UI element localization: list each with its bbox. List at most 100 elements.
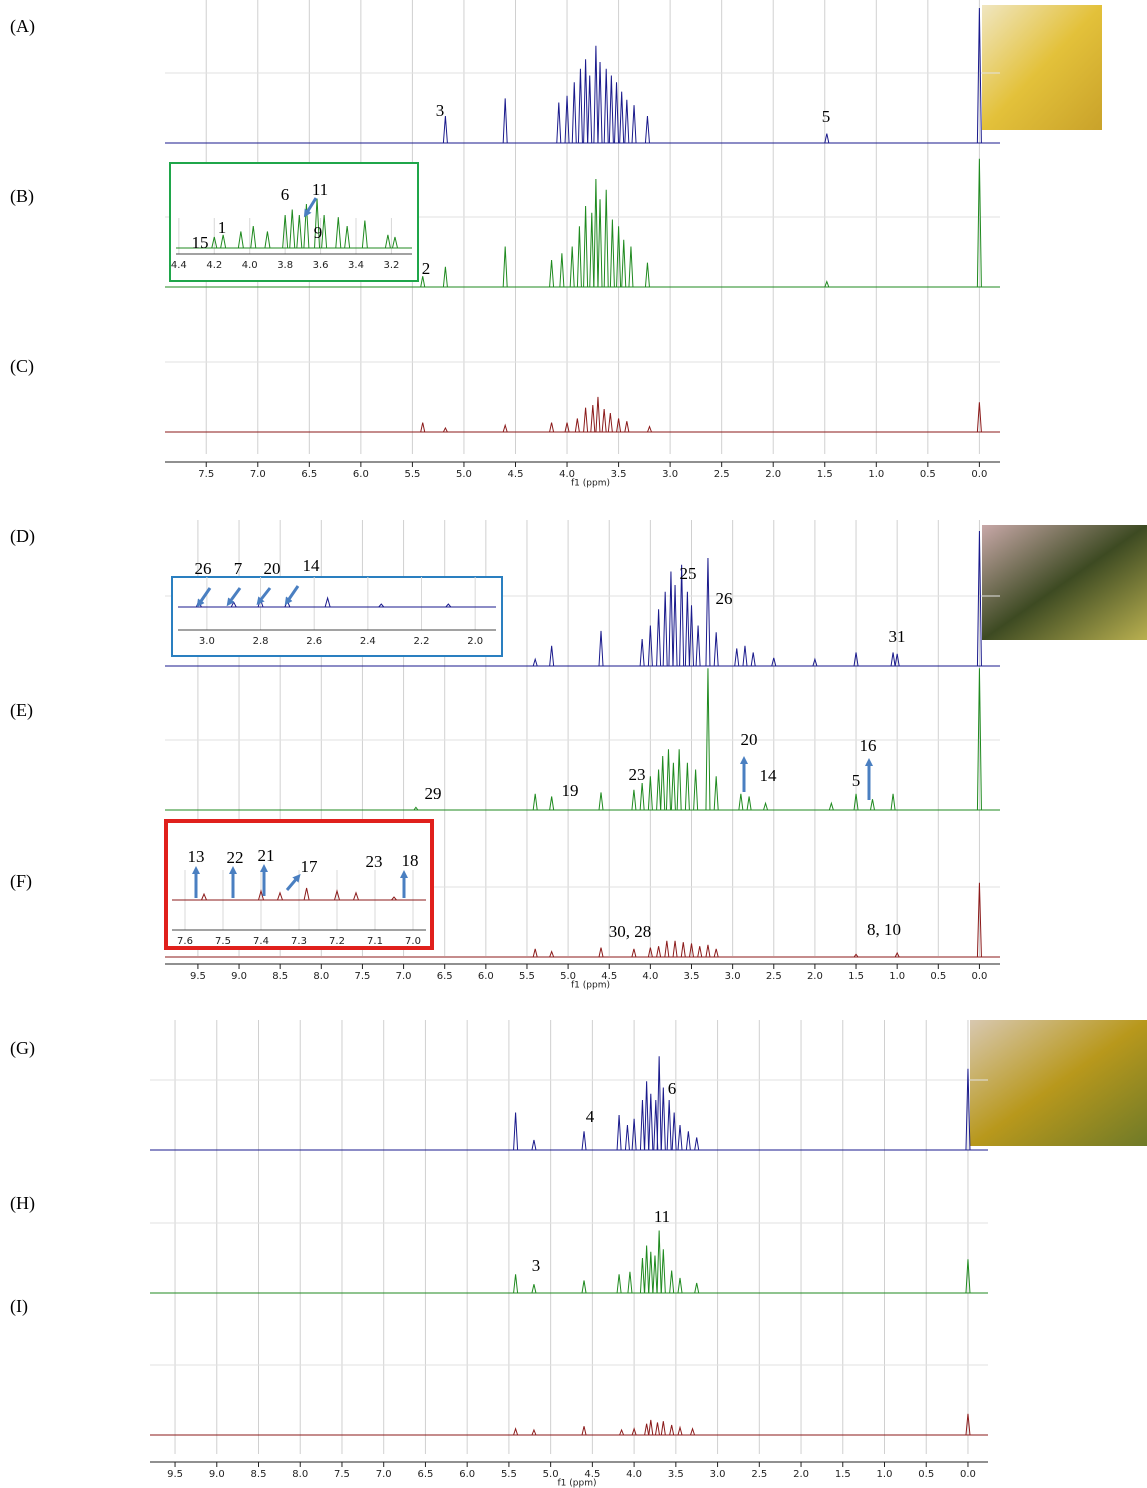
peak xyxy=(657,1056,661,1150)
peak xyxy=(657,1231,661,1294)
panel-label: (E) xyxy=(10,700,33,721)
peak xyxy=(747,797,751,811)
peak xyxy=(667,1100,671,1150)
inset-annotation: 13 xyxy=(188,847,205,866)
peak xyxy=(632,790,636,810)
inset-annotation: 14 xyxy=(303,556,321,575)
peak xyxy=(629,247,633,288)
inset-tick-label: 7.3 xyxy=(291,936,307,947)
x-tick-label: 0.0 xyxy=(971,469,987,480)
peak xyxy=(645,1081,649,1150)
peak xyxy=(825,282,829,287)
x-axis-label: f1 (ppm) xyxy=(571,981,610,991)
x-tick-label: 2.5 xyxy=(714,469,730,480)
peak-annotation: 6 xyxy=(668,1079,677,1098)
panel-label: (I) xyxy=(10,1296,28,1317)
peak xyxy=(686,1131,690,1150)
x-tick-label: 6.0 xyxy=(478,971,494,982)
x-tick-label: 4.5 xyxy=(508,469,524,480)
peak xyxy=(602,409,606,432)
peak xyxy=(622,240,626,287)
peak xyxy=(655,1423,659,1436)
x-tick-label: 1.0 xyxy=(889,971,905,982)
x-tick-label: 5.0 xyxy=(456,469,472,480)
peak xyxy=(620,1430,624,1435)
x-tick-label: 7.0 xyxy=(376,1469,392,1480)
panel-label: (D) xyxy=(10,526,35,547)
peak xyxy=(666,749,670,810)
peak xyxy=(714,949,718,957)
peak xyxy=(550,646,554,666)
peak xyxy=(604,69,608,143)
peak-annotation: 16 xyxy=(860,736,877,755)
x-tick-label: 7.0 xyxy=(250,469,266,480)
inset-tick-label: 7.0 xyxy=(405,936,421,947)
x-tick-label: 3.5 xyxy=(611,469,627,480)
peak xyxy=(661,756,665,810)
peak xyxy=(661,1421,665,1435)
panel-label: (F) xyxy=(10,871,32,892)
peak xyxy=(735,648,739,666)
sample-photo xyxy=(970,1020,1147,1146)
peak xyxy=(514,1274,518,1293)
peak-annotation: 20 xyxy=(741,730,758,749)
x-tick-label: 9.5 xyxy=(190,971,206,982)
inset-annotation: 26 xyxy=(195,559,212,578)
inset-tick-label: 3.2 xyxy=(383,260,399,271)
x-tick-label: 7.5 xyxy=(334,1469,350,1480)
peak xyxy=(532,1430,536,1435)
peak xyxy=(665,941,669,957)
peak-annotation: 19 xyxy=(562,781,579,800)
peak xyxy=(829,803,833,810)
peak xyxy=(596,397,600,432)
peak-annotation: 31 xyxy=(889,627,906,646)
peak xyxy=(706,558,710,666)
x-tick-label: 2.5 xyxy=(751,1469,767,1480)
inset-annotation: 21 xyxy=(258,846,275,865)
peak xyxy=(575,419,579,433)
peak xyxy=(661,1088,665,1151)
peak-annotation: 3 xyxy=(436,101,445,120)
x-tick-label: 8.0 xyxy=(313,971,329,982)
peak xyxy=(678,1125,682,1150)
inset-annotation: 22 xyxy=(227,848,244,867)
peak-annotation: 29 xyxy=(425,784,442,803)
inset-tick-label: 7.4 xyxy=(253,936,269,947)
x-tick-label: 4.0 xyxy=(642,971,658,982)
peak xyxy=(533,794,537,810)
peak xyxy=(645,116,649,143)
peak xyxy=(584,408,588,432)
peak xyxy=(669,572,673,667)
peak xyxy=(578,69,582,143)
inset-annotation: 20 xyxy=(264,559,281,578)
peak xyxy=(570,247,574,288)
inset-annotation: 11 xyxy=(312,180,328,199)
peak xyxy=(657,609,661,666)
x-tick-label: 6.0 xyxy=(459,1469,475,1480)
peak xyxy=(610,220,614,288)
x-tick-label: 9.0 xyxy=(231,971,247,982)
peak xyxy=(632,105,636,143)
x-tick-label: 8.0 xyxy=(292,1469,308,1480)
x-tick-label: 3.5 xyxy=(684,971,700,982)
peak xyxy=(706,945,710,957)
peak-annotation: 8, 10 xyxy=(867,920,901,939)
inset-annotation: 18 xyxy=(402,851,419,870)
peak xyxy=(640,1258,644,1293)
peak xyxy=(649,1094,653,1150)
peak xyxy=(594,179,598,287)
peak xyxy=(608,413,612,432)
x-tick-label: 9.5 xyxy=(167,1469,183,1480)
peak xyxy=(628,1272,632,1293)
peak xyxy=(698,946,702,957)
x-tick-label: 3.5 xyxy=(668,1469,684,1480)
x-tick-label: 1.5 xyxy=(848,971,864,982)
x-tick-label: 0.5 xyxy=(930,971,946,982)
peak xyxy=(591,405,595,432)
peak xyxy=(670,1271,674,1294)
peak xyxy=(663,592,667,666)
sample-photo xyxy=(982,5,1102,130)
peak xyxy=(695,1138,699,1151)
peak xyxy=(673,941,677,957)
inset-tick-label: 2.2 xyxy=(414,636,430,647)
